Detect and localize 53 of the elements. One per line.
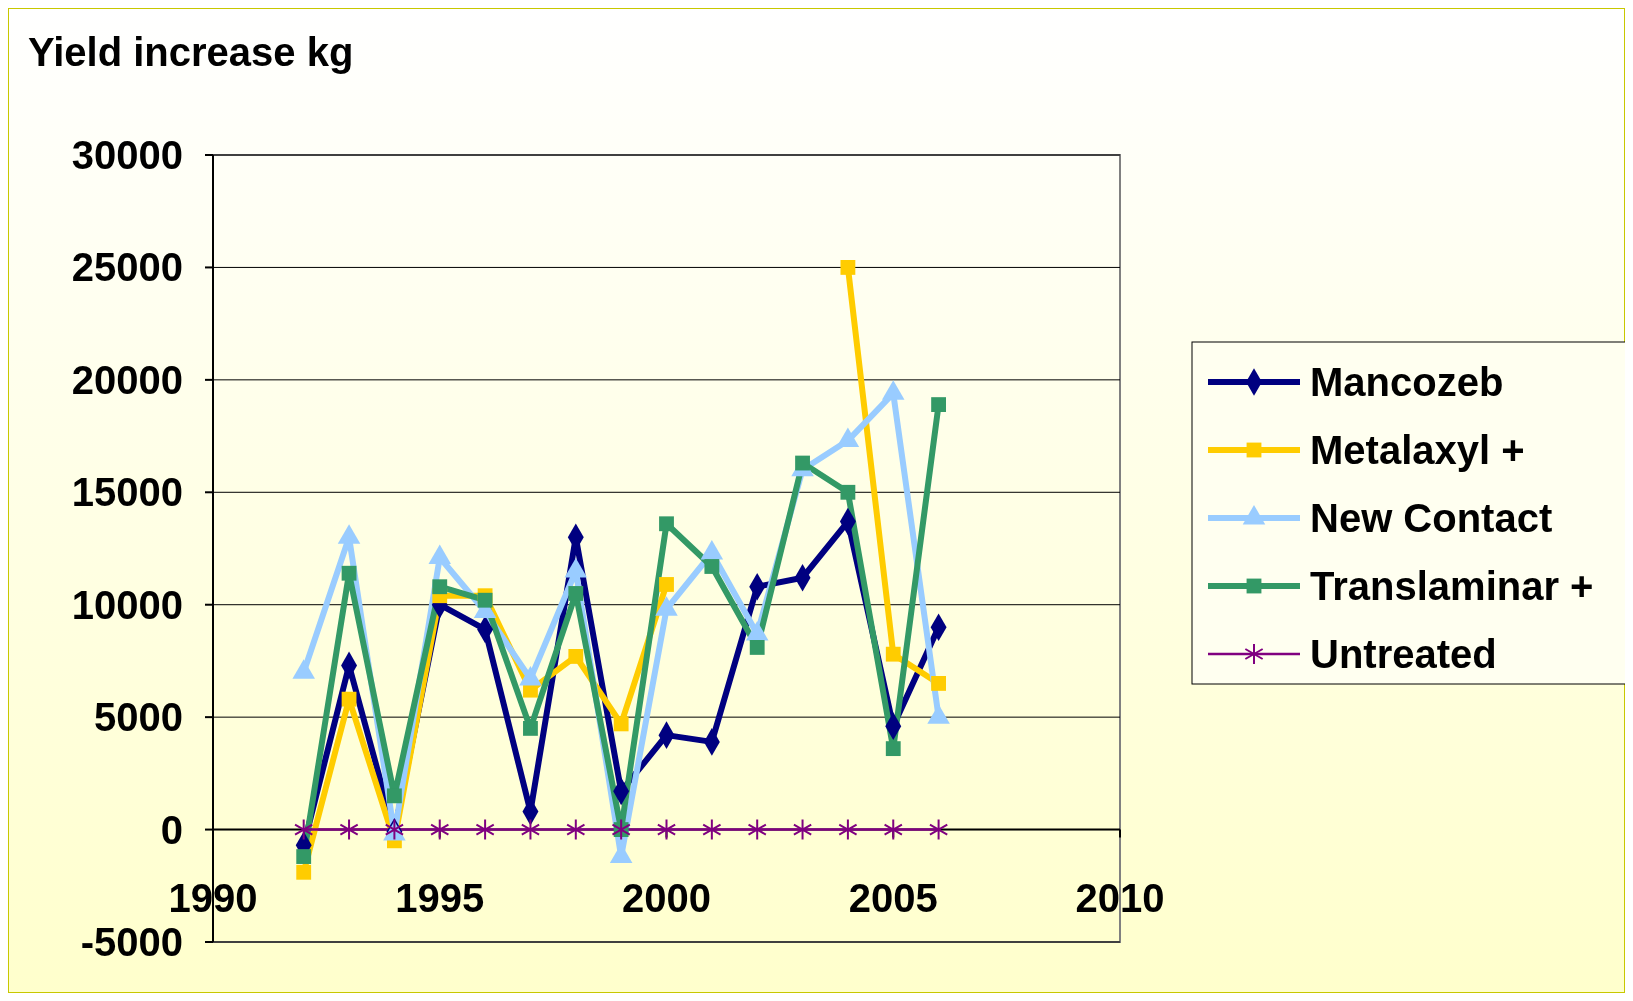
point (568, 586, 584, 601)
point (477, 592, 493, 608)
point (885, 646, 901, 662)
y-tick-label: 0 (160, 807, 183, 852)
point (840, 484, 856, 500)
y-tick-label: 5000 (94, 695, 183, 740)
point (659, 516, 674, 532)
legend-label: Mancozeb (1310, 360, 1504, 404)
y-tick-label: 25000 (71, 245, 183, 290)
x-tick-label: 2000 (622, 875, 711, 920)
point (520, 818, 541, 841)
y-tick-label: -5000 (80, 920, 183, 964)
point (885, 741, 901, 757)
point (838, 818, 858, 841)
y-tick-label: 20000 (71, 357, 183, 402)
point (613, 716, 629, 732)
point (931, 397, 947, 413)
x-tick-label: 2005 (848, 875, 938, 920)
point (341, 565, 357, 581)
y-axis-title: Yield increase kg (28, 30, 354, 74)
point (656, 818, 677, 841)
point (296, 864, 312, 880)
point (931, 676, 947, 691)
point (883, 818, 903, 841)
point (704, 559, 720, 574)
point (792, 818, 813, 841)
point (659, 577, 674, 592)
point (341, 691, 357, 707)
legend-label: Untreated (1310, 632, 1497, 676)
point (568, 649, 584, 664)
point (475, 818, 495, 841)
point (430, 818, 450, 841)
legend-label: Metalaxyl + (1310, 428, 1525, 472)
point (840, 260, 856, 275)
point (296, 849, 312, 864)
point (749, 640, 765, 655)
point (795, 455, 810, 471)
x-tick-label: 1995 (395, 875, 485, 920)
point (523, 720, 538, 736)
point (294, 818, 314, 841)
point (339, 818, 359, 841)
point (432, 579, 448, 595)
legend-label: New Contact (1310, 496, 1553, 540)
point (566, 818, 586, 841)
y-tick-label: 15000 (71, 470, 183, 515)
point (747, 818, 767, 841)
legend-label: Translaminar + (1310, 564, 1594, 608)
y-tick-label: 30000 (71, 133, 183, 177)
point (386, 788, 402, 804)
x-tick-label: 2010 (1075, 875, 1165, 920)
y-tick-label: 10000 (71, 582, 183, 627)
point (702, 818, 722, 841)
point (928, 818, 949, 841)
